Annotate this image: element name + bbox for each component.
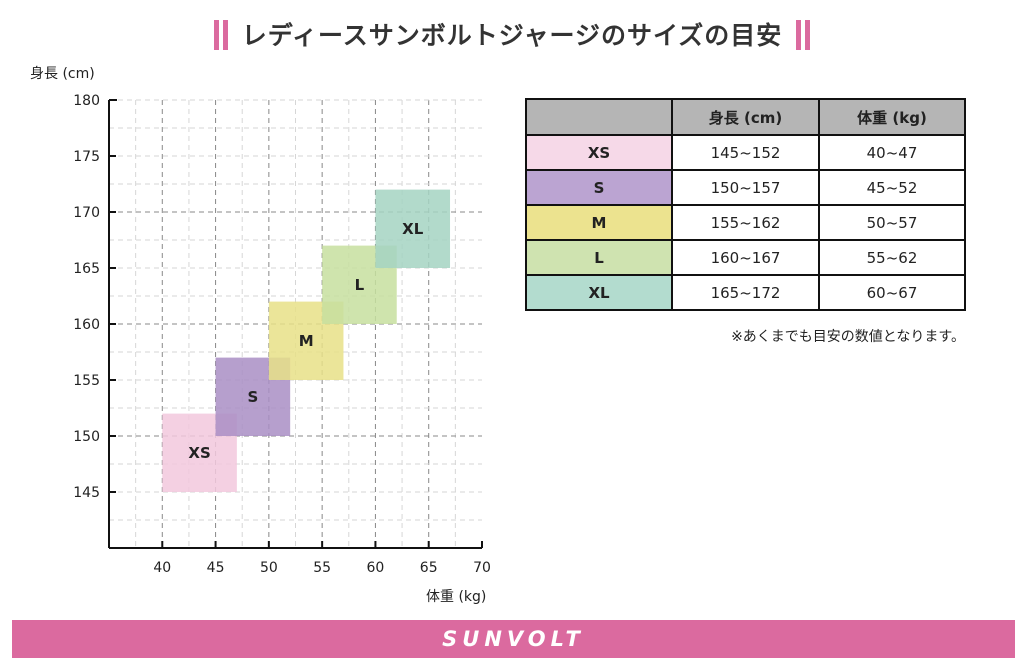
x-tick-label: 45 xyxy=(207,560,225,576)
height-cell: 165~172 xyxy=(671,274,820,311)
table-row: S 150~157 45~52 xyxy=(525,169,966,206)
weight-cell: 45~52 xyxy=(818,169,966,206)
y-axis-title: 身長 (cm) xyxy=(30,66,95,82)
height-cell: 160~167 xyxy=(671,239,820,276)
table-row: L 160~167 55~62 xyxy=(525,239,966,276)
size-chart: XS S M L XL 身長 (cm) 体重 (kg) 40 45 50 55 60 65 70 14… xyxy=(30,66,491,605)
axis-layer: 身長 (cm) 体重 (kg) 40 45 50 55 60 65 70 145 150 155 1… xyxy=(30,66,491,605)
table-header-size xyxy=(525,98,673,136)
y-tick-label: 180 xyxy=(73,93,100,109)
title-bars-left xyxy=(212,20,230,50)
weight-cell: 55~62 xyxy=(818,239,966,276)
brand-logo-text: SUNVOLT xyxy=(442,627,585,651)
table-header-weight: 体重 (kg) xyxy=(818,98,966,136)
x-tick-label: 70 xyxy=(473,560,491,576)
y-tick-label: 145 xyxy=(73,485,100,501)
table-row: XL 165~172 60~67 xyxy=(525,274,966,311)
size-region-label: XS xyxy=(188,444,210,462)
size-cell: S xyxy=(525,169,673,206)
y-tick-label: 175 xyxy=(73,149,100,165)
y-tick-label: 170 xyxy=(73,205,100,221)
x-axis-title: 体重 (kg) xyxy=(426,589,486,605)
size-cell: M xyxy=(525,204,673,241)
height-cell: 155~162 xyxy=(671,204,820,241)
x-tick-label: 55 xyxy=(313,560,331,576)
size-cell: XL xyxy=(525,274,673,311)
height-cell: 145~152 xyxy=(671,134,820,171)
size-cell: L xyxy=(525,239,673,276)
weight-cell: 40~47 xyxy=(818,134,966,171)
table-header-row: 身長 (cm) 体重 (kg) xyxy=(525,98,966,136)
size-table: 身長 (cm) 体重 (kg) XS 145~152 40~47 S 150~157 45… xyxy=(525,98,966,311)
size-region-xl xyxy=(375,189,451,268)
table-header-height: 身長 (cm) xyxy=(671,98,820,136)
footer-brand-bar: SUNVOLT xyxy=(12,620,1015,658)
table-row: XS 145~152 40~47 xyxy=(525,134,966,171)
x-tick-label: 60 xyxy=(367,560,385,576)
x-tick-label: 50 xyxy=(260,560,278,576)
title-text: レディースサンボルトジャージのサイズの目安 xyxy=(241,21,783,50)
size-cell: XS xyxy=(525,134,673,171)
y-tick-label: 155 xyxy=(73,373,100,389)
weight-cell: 50~57 xyxy=(818,204,966,241)
size-region-label: XL xyxy=(402,220,424,238)
table-row: M 155~162 50~57 xyxy=(525,204,966,241)
x-tick-label: 40 xyxy=(153,560,171,576)
size-region-label: L xyxy=(355,276,365,294)
y-tick-label: 160 xyxy=(73,317,100,333)
region-layer: XS S M L XL xyxy=(162,189,451,492)
disclaimer-note: ※あくまでも目安の数値となります。 xyxy=(731,329,965,345)
size-region-label: M xyxy=(299,332,314,350)
weight-cell: 60~67 xyxy=(818,274,966,311)
x-tick-label: 65 xyxy=(420,560,438,576)
page-title: レディースサンボルトジャージのサイズの目安 xyxy=(0,16,1024,52)
y-tick-label: 150 xyxy=(73,429,100,445)
size-region-label: S xyxy=(247,388,258,406)
height-cell: 150~157 xyxy=(671,169,820,206)
y-tick-label: 165 xyxy=(73,261,100,277)
title-bars-right xyxy=(794,20,812,50)
